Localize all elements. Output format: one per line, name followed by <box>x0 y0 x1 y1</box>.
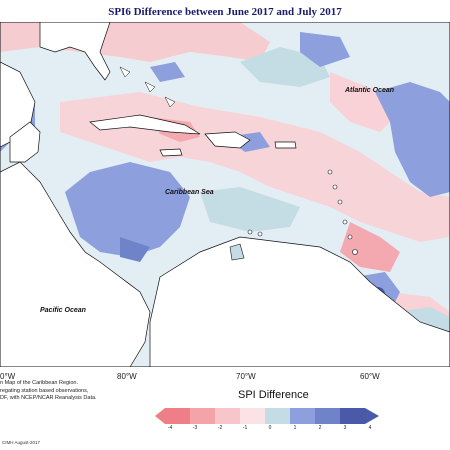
legend-tick: 1 <box>293 425 297 431</box>
legend-tick: -4 <box>167 425 173 431</box>
legend-colorbar <box>155 408 379 424</box>
map-title: SPI6 Difference between June 2017 and Ju… <box>108 6 342 18</box>
legend-tick: 4 <box>368 425 372 431</box>
lon-tick-70w: 70°W <box>236 372 256 381</box>
spi-difference-map: Atlantic Ocean Caribbean Sea Pacific Oce… <box>0 22 450 367</box>
lon-tick-60w: 60°W <box>360 372 380 381</box>
legend-tick: 0 <box>268 425 272 431</box>
note-line: n Map of the Caribbean Region. <box>0 380 78 386</box>
copyright: CIMH August-2017 <box>2 440 41 445</box>
legend-tick: 3 <box>343 425 347 431</box>
caribbean-label: Caribbean Sea <box>165 189 214 196</box>
note-line: regating station based observations, <box>0 387 89 394</box>
legend-tick: -1 <box>242 425 248 431</box>
map-notes: n Map of the Caribbean Region. regating … <box>0 380 130 403</box>
pacific-label: Pacific Ocean <box>40 307 86 314</box>
legend-tick: -2 <box>217 425 223 431</box>
lon-tick-90w: 0°W <box>0 372 16 381</box>
note-line: DF, with NCEP/NCAR Reanalysis Data. <box>0 395 97 401</box>
legend-title: SPI Difference <box>238 389 309 401</box>
legend-tick: -3 <box>192 425 198 431</box>
legend-tick: 2 <box>318 425 322 431</box>
lon-tick-80w: 80°W <box>117 372 137 381</box>
atlantic-label: Atlantic Ocean <box>344 87 394 94</box>
